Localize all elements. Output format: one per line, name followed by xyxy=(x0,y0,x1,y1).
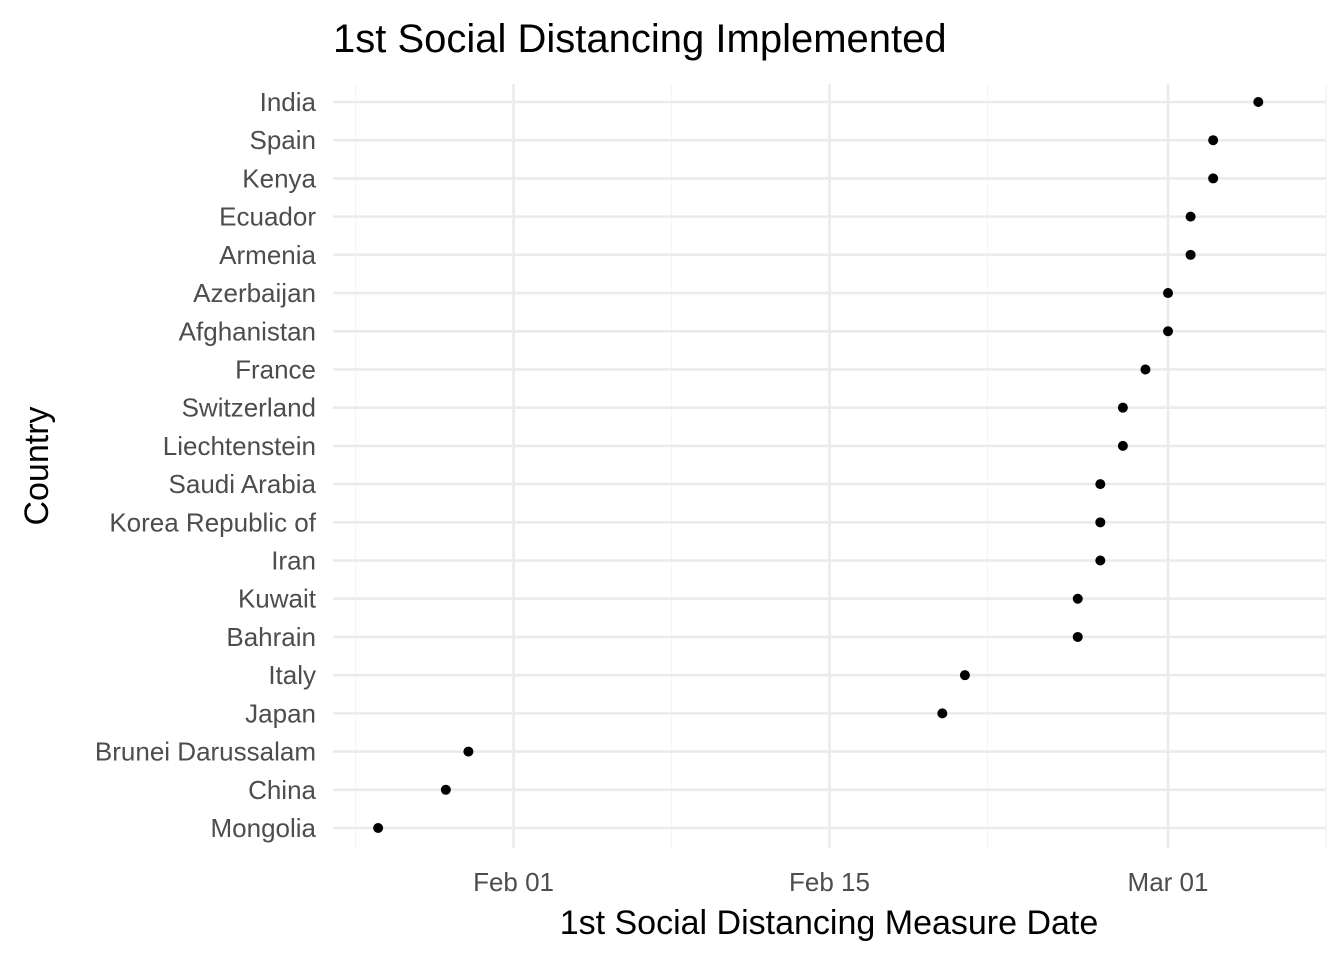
y-tick-label: Brunei Darussalam xyxy=(95,737,316,767)
data-point xyxy=(937,708,948,719)
y-axis-tick-labels: Mongolia China Brunei Darussalam Japan Italy… xyxy=(95,87,317,843)
data-point xyxy=(440,784,451,795)
y-tick-label: Switzerland xyxy=(182,393,316,423)
y-tick-label: Kuwait xyxy=(238,584,317,614)
y-tick-label: Azerbaijan xyxy=(193,278,316,308)
minor-gridlines xyxy=(354,84,1327,848)
y-tick-label: Iran xyxy=(271,546,316,576)
y-tick-label: Korea Republic of xyxy=(109,507,316,537)
y-tick-label: Armenia xyxy=(219,240,316,270)
y-tick-label: China xyxy=(248,775,316,805)
data-point xyxy=(1140,364,1151,375)
data-point xyxy=(1208,173,1219,184)
data-point xyxy=(1185,211,1196,222)
data-point xyxy=(463,746,474,757)
data-point xyxy=(373,823,384,833)
x-tick-label: Mar 01 xyxy=(1128,867,1209,897)
y-axis-title: Country xyxy=(18,406,56,525)
y-tick-label: India xyxy=(260,87,317,117)
y-tick-label: Ecuador xyxy=(219,202,316,232)
major-gridlines xyxy=(333,84,1326,848)
data-point xyxy=(1072,631,1083,642)
data-point xyxy=(1095,479,1106,490)
y-tick-label: Japan xyxy=(245,698,316,728)
data-point xyxy=(1163,288,1174,299)
data-point xyxy=(959,670,970,681)
x-axis-title: 1st Social Distancing Measure Date xyxy=(560,904,1099,942)
x-tick-label: Feb 15 xyxy=(789,867,870,897)
y-tick-label: France xyxy=(235,354,316,384)
data-point xyxy=(1095,555,1106,566)
data-point xyxy=(1208,135,1219,146)
data-point xyxy=(1163,326,1174,337)
y-tick-label: Saudi Arabia xyxy=(169,469,317,499)
data-point xyxy=(1095,517,1106,528)
chart-title: 1st Social Distancing Implemented xyxy=(333,17,947,61)
y-tick-label: Bahrain xyxy=(226,622,316,652)
y-tick-label: Afghanistan xyxy=(179,316,316,346)
x-axis-tick-labels: Feb 01 Feb 15 Mar 01 xyxy=(473,867,1208,897)
data-point xyxy=(1117,402,1128,413)
data-point xyxy=(1185,249,1196,260)
y-tick-label: Mongolia xyxy=(210,813,316,843)
data-point xyxy=(1117,440,1128,451)
y-tick-label: Italy xyxy=(268,660,316,690)
data-point xyxy=(1072,593,1083,604)
y-tick-label: Liechtenstein xyxy=(163,431,316,461)
data-point xyxy=(1253,97,1264,107)
x-tick-label: Feb 01 xyxy=(473,867,554,897)
y-tick-label: Spain xyxy=(250,125,317,155)
y-tick-label: Kenya xyxy=(242,163,316,193)
data-points xyxy=(373,97,1264,833)
